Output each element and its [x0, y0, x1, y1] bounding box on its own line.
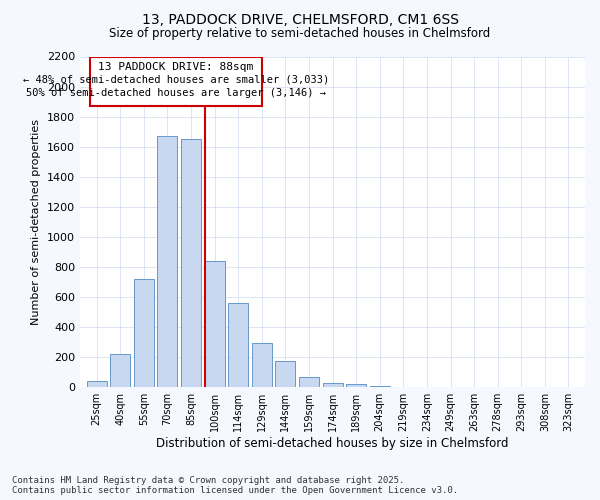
Text: 13 PADDOCK DRIVE: 88sqm: 13 PADDOCK DRIVE: 88sqm — [98, 62, 253, 72]
Text: ← 48% of semi-detached houses are smaller (3,033): ← 48% of semi-detached houses are smalle… — [23, 74, 329, 85]
Bar — [110, 354, 130, 387]
Text: 50% of semi-detached houses are larger (3,146) →: 50% of semi-detached houses are larger (… — [26, 88, 326, 98]
Bar — [205, 261, 224, 387]
Bar — [181, 139, 201, 387]
Text: Size of property relative to semi-detached houses in Chelmsford: Size of property relative to semi-detach… — [109, 28, 491, 40]
Text: 13, PADDOCK DRIVE, CHELMSFORD, CM1 6SS: 13, PADDOCK DRIVE, CHELMSFORD, CM1 6SS — [142, 12, 458, 26]
Bar — [370, 386, 390, 387]
Bar — [228, 303, 248, 387]
Bar — [252, 343, 272, 387]
Bar — [346, 384, 366, 387]
Bar — [134, 279, 154, 387]
Bar — [86, 381, 107, 387]
Bar — [275, 361, 295, 387]
X-axis label: Distribution of semi-detached houses by size in Chelmsford: Distribution of semi-detached houses by … — [157, 437, 509, 450]
Text: Contains HM Land Registry data © Crown copyright and database right 2025.
Contai: Contains HM Land Registry data © Crown c… — [12, 476, 458, 495]
Y-axis label: Number of semi-detached properties: Number of semi-detached properties — [31, 119, 41, 325]
Bar — [299, 378, 319, 387]
Bar — [323, 382, 343, 387]
Bar — [157, 136, 178, 387]
FancyBboxPatch shape — [89, 56, 262, 106]
